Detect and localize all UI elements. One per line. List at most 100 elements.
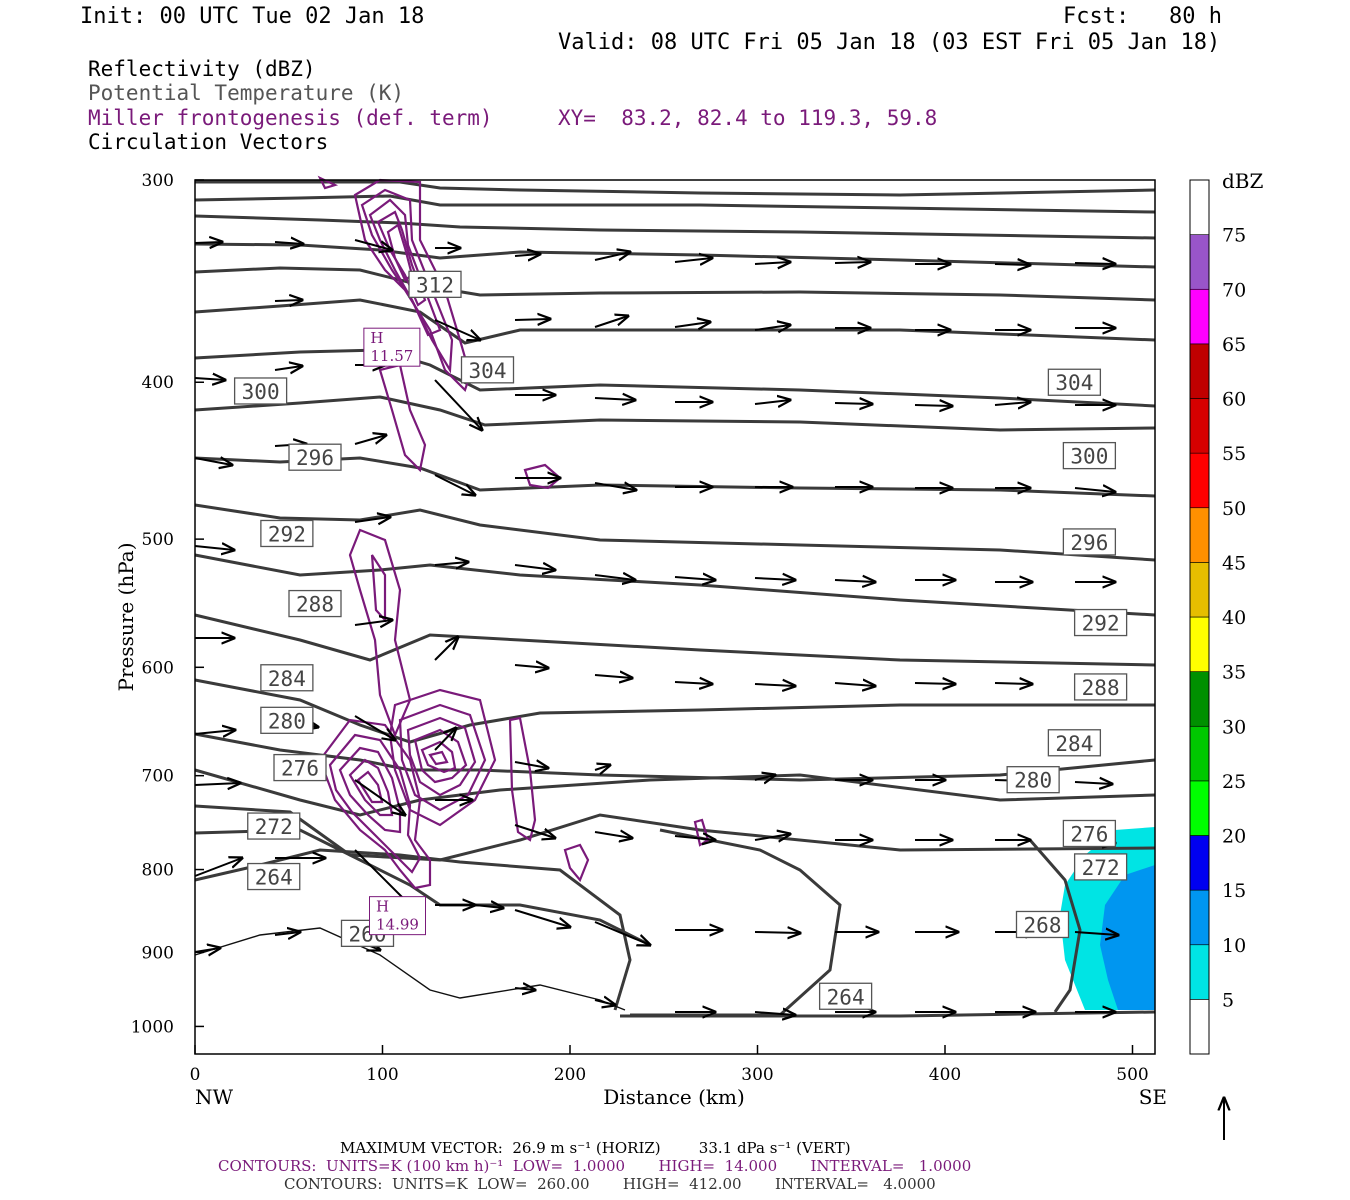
theta-label-box bbox=[1073, 853, 1128, 881]
x-tick-label: 500 bbox=[1116, 1065, 1148, 1085]
x-tick-label: 200 bbox=[554, 1065, 586, 1085]
field-frontogenesis: Miller frontogenesis (def. term) bbox=[88, 106, 493, 130]
x-tick-label: 100 bbox=[366, 1065, 398, 1085]
colorbar-swatch bbox=[1189, 562, 1210, 618]
colorbar-swatch bbox=[1189, 288, 1210, 345]
theta-label: 280 bbox=[268, 709, 306, 733]
maximum-box bbox=[363, 327, 421, 367]
colorbar-swatch bbox=[1189, 671, 1210, 727]
theta-label-box bbox=[288, 589, 342, 618]
x-tick-label: 300 bbox=[741, 1065, 773, 1085]
theta-label: 276 bbox=[1070, 822, 1108, 846]
plot-frame bbox=[194, 179, 1156, 1055]
colorbar-level-label: 70 bbox=[1222, 279, 1246, 301]
theta-label-box bbox=[247, 812, 301, 840]
colorbar-level-label: 60 bbox=[1222, 389, 1246, 411]
colorbar-level-label: 25 bbox=[1222, 771, 1246, 793]
theta-label-box bbox=[1062, 819, 1117, 848]
theta-label: 284 bbox=[1055, 732, 1093, 756]
colorbar-level-label: 20 bbox=[1222, 826, 1246, 848]
colorbar-level-label: 15 bbox=[1222, 880, 1246, 902]
cross-section-plot: 300 400 500 600 700 800 900 1000 0 100 200 300 400 5… bbox=[114, 169, 1264, 1140]
x-axis: 0 100 200 300 400 500 bbox=[190, 1045, 1149, 1085]
colorbar-level-label: 45 bbox=[1222, 552, 1246, 574]
field-vectors: Circulation Vectors bbox=[88, 130, 329, 154]
theta-label: 264 bbox=[255, 866, 293, 890]
theta-label-box bbox=[260, 664, 314, 692]
colorbar-level-label: 65 bbox=[1222, 334, 1246, 356]
maximum-marker: H bbox=[376, 898, 389, 916]
x-right-end-label: SE bbox=[1139, 1085, 1167, 1109]
colorbar-swatch bbox=[1189, 944, 1210, 1000]
x-axis-title: Distance (km) bbox=[603, 1085, 745, 1109]
colorbar-level-label: 40 bbox=[1222, 607, 1246, 629]
valid-time: Valid: 08 UTC Fri 05 Jan 18 (03 EST Fri … bbox=[558, 30, 1221, 55]
y-tick-label: 900 bbox=[142, 943, 174, 963]
colorbar-swatch bbox=[1189, 398, 1210, 454]
theta-contour-thin bbox=[194, 927, 626, 1011]
theta-label: 272 bbox=[1082, 856, 1120, 880]
theta-label-box bbox=[1047, 368, 1102, 396]
theta-label: 276 bbox=[281, 757, 319, 781]
x-left-end-label: NW bbox=[195, 1085, 234, 1109]
y-tick-label: 700 bbox=[142, 767, 174, 787]
theta-label: 292 bbox=[1082, 612, 1120, 636]
theta-label-box bbox=[273, 753, 327, 782]
colorbar-swatch bbox=[1189, 616, 1210, 672]
cross-section-endpoints: XY= 83.2, 82.4 to 119.3, 59.8 bbox=[558, 106, 938, 130]
theta-label: 296 bbox=[296, 446, 334, 470]
y-tick-label: 1000 bbox=[131, 1017, 174, 1037]
theta-label-box bbox=[1015, 910, 1070, 939]
colorbar-level-label: 10 bbox=[1222, 935, 1246, 957]
theta-label-box bbox=[247, 862, 301, 891]
circulation-vectors bbox=[194, 240, 1118, 1015]
forecast-hour: Fcst: 80 h bbox=[1063, 4, 1222, 29]
colorbar-level-label: 50 bbox=[1222, 498, 1246, 520]
maximum-marker: H bbox=[370, 329, 383, 347]
theta-label-box bbox=[1006, 766, 1060, 794]
footer-max-vector: MAXIMUM VECTOR: 26.9 m s⁻¹ (HORIZ) 33.1 … bbox=[340, 1139, 851, 1157]
theta-label: 292 bbox=[268, 522, 306, 546]
field-theta: Potential Temperature (K) bbox=[88, 81, 405, 105]
colorbar-swatch bbox=[1189, 343, 1210, 399]
y-axis: 300 400 500 600 700 800 900 1000 bbox=[131, 171, 204, 1037]
y-tick-label: 500 bbox=[142, 530, 174, 550]
theta-label-box bbox=[288, 443, 342, 471]
theta-label-box bbox=[260, 519, 314, 548]
colorbar-level-label: 30 bbox=[1222, 716, 1246, 738]
theta-label: 312 bbox=[416, 273, 454, 297]
colorbar-swatch bbox=[1189, 780, 1210, 836]
y-axis-title: Pressure (hPa) bbox=[114, 543, 138, 692]
colorbar-level-label: 35 bbox=[1222, 662, 1246, 684]
y-tick-label: 300 bbox=[142, 171, 174, 191]
theta-label: 300 bbox=[242, 380, 280, 404]
colorbar-swatch bbox=[1189, 234, 1210, 290]
colorbar-level-label: 55 bbox=[1222, 443, 1246, 465]
colorbar-swatch bbox=[1189, 725, 1210, 782]
theta-label: 288 bbox=[1082, 676, 1120, 700]
colorbar-swatch bbox=[1189, 507, 1210, 563]
colorbar-level-label: 75 bbox=[1222, 225, 1246, 247]
colorbar-swatch bbox=[1189, 835, 1210, 891]
colorbar-swatch bbox=[1189, 452, 1210, 509]
theta-label: 304 bbox=[1055, 371, 1093, 395]
theta-label-box bbox=[408, 270, 462, 298]
y-tick-label: 400 bbox=[142, 373, 174, 393]
theta-label-box bbox=[233, 377, 288, 405]
colorbar-title: dBZ bbox=[1222, 169, 1264, 193]
theta-label-box bbox=[1073, 608, 1128, 637]
footer-contours-theta: CONTOURS: UNITS=K LOW= 260.00 HIGH= 412.… bbox=[284, 1175, 936, 1193]
theta-label: 300 bbox=[1070, 445, 1108, 469]
theta-label-box bbox=[1073, 673, 1128, 701]
field-reflectivity: Reflectivity (dBZ) bbox=[88, 57, 316, 81]
colorbar-frame bbox=[1189, 179, 1210, 1055]
maximum-box bbox=[369, 896, 426, 936]
theta-label-box bbox=[460, 356, 515, 384]
theta-label-box bbox=[260, 706, 314, 734]
theta-label: 264 bbox=[827, 985, 865, 1009]
theta-label-box bbox=[1062, 441, 1117, 470]
colorbar-swatch bbox=[1189, 889, 1210, 946]
init-time: Init: 00 UTC Tue 02 Jan 18 bbox=[80, 4, 425, 29]
theta-label: 288 bbox=[296, 593, 334, 617]
